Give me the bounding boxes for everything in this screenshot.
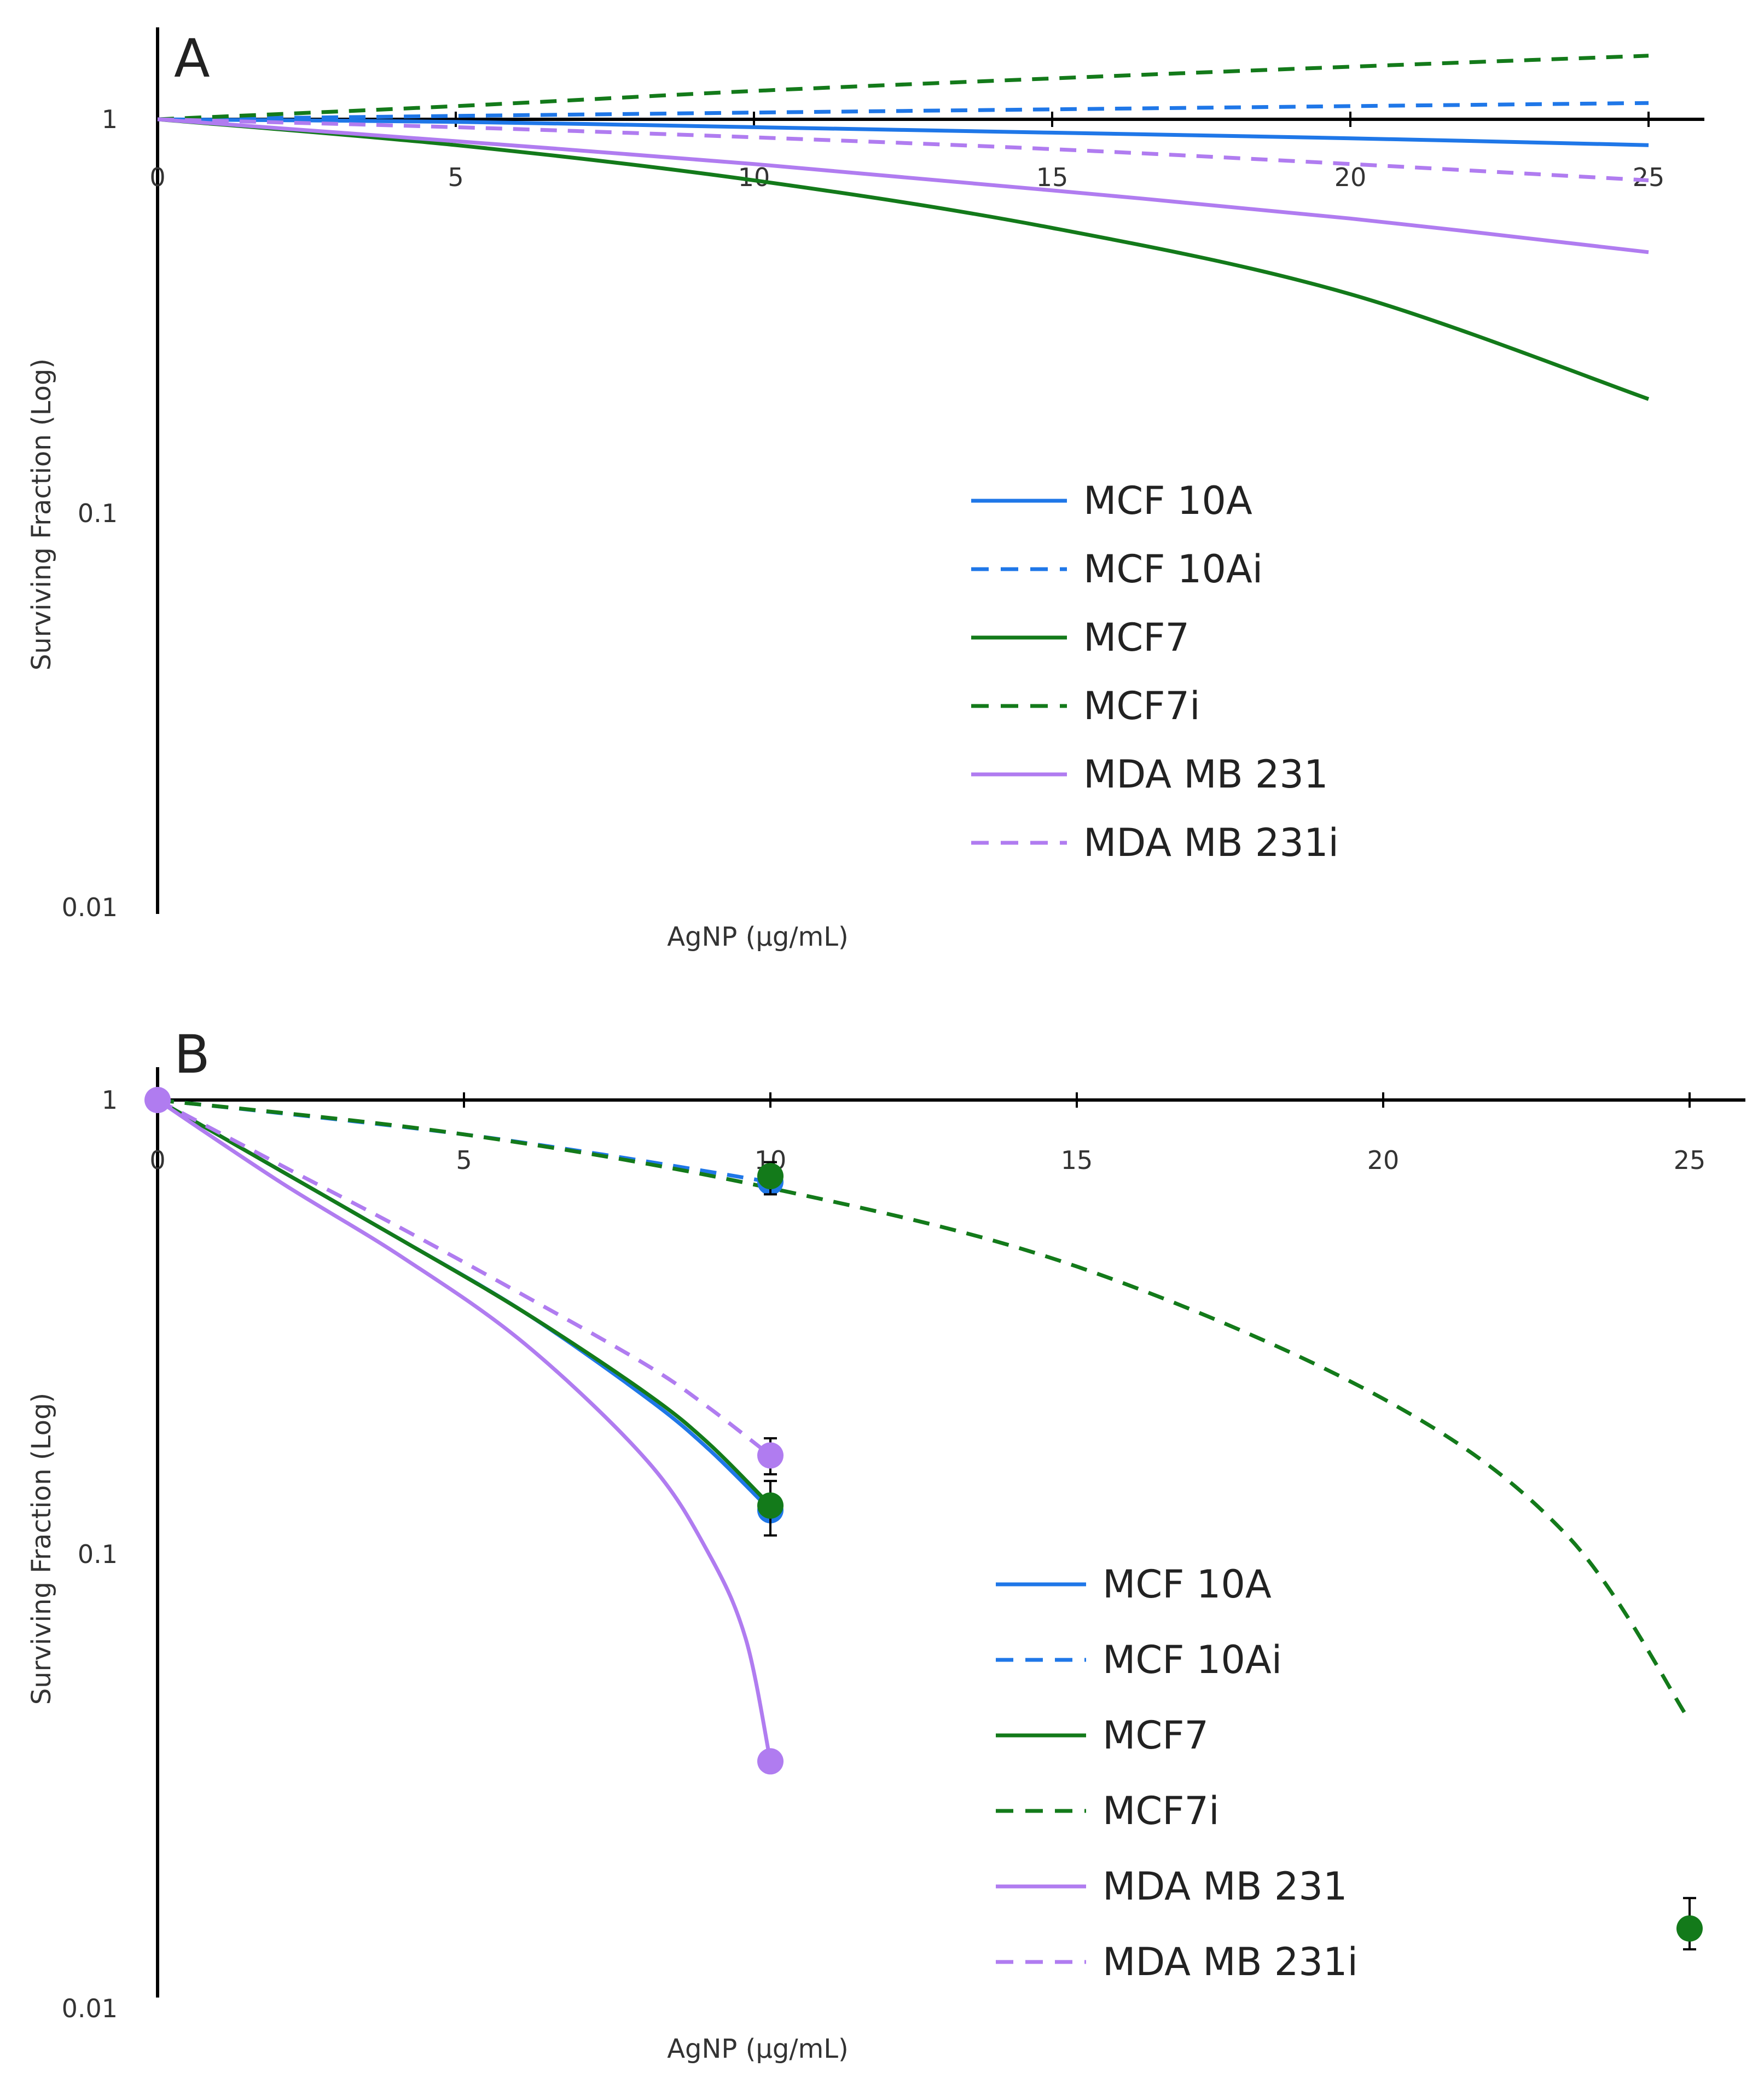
legend-label-mcf-10a: MCF 10A (1102, 1562, 1272, 1607)
x-tick-label: 0 (149, 163, 165, 192)
data-point-mcf7 (757, 1492, 784, 1519)
legend-label-mcf-10a: MCF 10A (1083, 478, 1252, 523)
legend-label-mcf7: MCF7 (1083, 615, 1189, 660)
x-tick-label: 20 (1334, 163, 1367, 192)
data-point-mda-mb-231 (144, 1087, 171, 1113)
legend-label-mda-mb-231i: MDA MB 231i (1083, 820, 1339, 865)
panel-letter: A (174, 28, 210, 89)
data-point-mcf7i (1676, 1915, 1703, 1942)
series-line-mda-mb-231 (157, 117, 1649, 254)
x-axis-label: AgNP (µg/mL) (667, 922, 849, 952)
x-tick-label: 20 (1367, 1145, 1400, 1175)
series-line-mda-mb-231i (156, 1098, 772, 1457)
series-line-mcf-10a (157, 117, 1649, 147)
legend-label-mcf7: MCF7 (1102, 1713, 1209, 1758)
x-tick-label: 15 (1036, 163, 1069, 192)
x-axis-label: AgNP (µg/mL) (667, 2034, 849, 2064)
y-tick-label: 0.01 (62, 1994, 118, 2023)
series-line-mcf-10ai (157, 101, 1649, 121)
series-line-mcf7 (156, 1098, 772, 1507)
y-tick-label: 0.1 (78, 499, 118, 528)
y-tick-label: 0.01 (62, 893, 118, 922)
x-tick-label: 25 (1674, 1145, 1706, 1175)
legend: MCF 10A MCF 10Ai MCF7 MCF7i MDA MB 231 MDA MB… (971, 478, 1339, 865)
legend-label-mcf-10ai: MCF 10Ai (1102, 1637, 1282, 1682)
x-tick-label: 25 (1633, 163, 1665, 192)
y-axis-label: Surviving Fraction (Log) (26, 1393, 57, 1705)
panel-letter: B (174, 1024, 210, 1085)
y-tick-label: 1 (102, 1085, 118, 1115)
legend-label-mcf7i: MCF7i (1102, 1788, 1220, 1833)
x-tick-label: 5 (456, 1145, 472, 1175)
y-tick-label: 0.1 (78, 1539, 118, 1569)
series-line-mcf7i (157, 54, 1649, 121)
legend-label-mda-mb-231i: MDA MB 231i (1102, 1940, 1358, 1984)
series-line-mcf7i (157, 1098, 1691, 1722)
data-point-mda-mb-231 (757, 1748, 784, 1775)
x-tick-label: 0 (149, 1145, 165, 1175)
series-line-mda-mb-231 (156, 1098, 773, 1762)
legend-label-mcf7i: MCF7i (1083, 684, 1200, 728)
legend-label-mda-mb-231: MDA MB 231 (1083, 752, 1328, 797)
x-tick-label: 5 (448, 163, 463, 192)
series-line-mcf7 (157, 117, 1650, 401)
y-axis-label: Surviving Fraction (Log) (26, 358, 57, 670)
legend: MCF 10A MCF 10Ai MCF7 MCF7i MDA MB 231 MDA MB… (996, 1562, 1358, 1984)
legend-label-mcf-10ai: MCF 10Ai (1083, 547, 1263, 592)
data-point-mcf7i (757, 1163, 784, 1190)
x-tick-label: 15 (1061, 1145, 1093, 1175)
y-tick-label: 1 (102, 105, 118, 134)
data-point-mda-mb-231i (757, 1442, 784, 1469)
series-line-mda-mb-231i (157, 117, 1649, 182)
legend-label-mda-mb-231: MDA MB 231 (1102, 1864, 1347, 1909)
